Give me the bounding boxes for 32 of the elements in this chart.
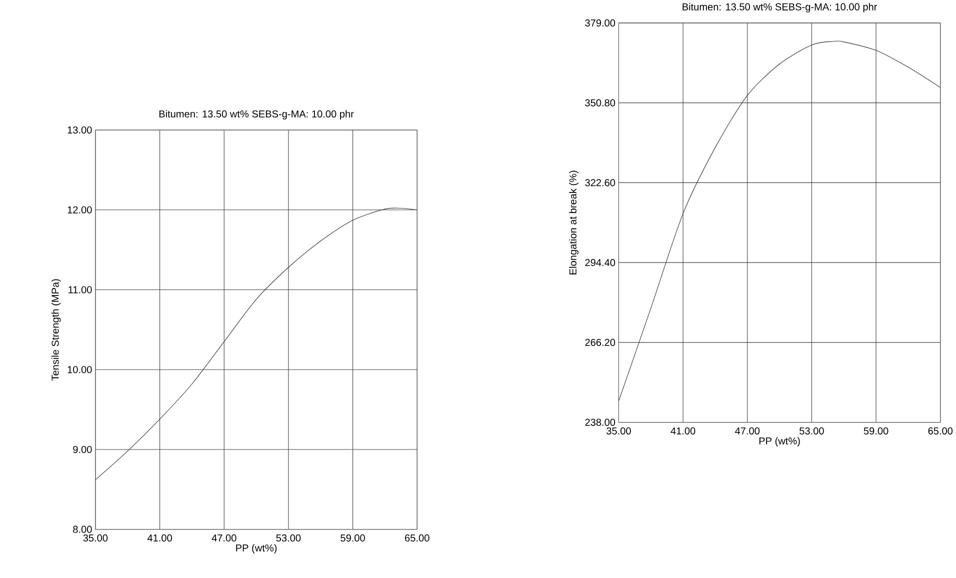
x-tick-label: 53.00 <box>800 427 824 434</box>
line-series <box>618 40 940 402</box>
x-tick-label: 59.00 <box>864 427 888 434</box>
y-tick-label: 238.00 <box>585 418 616 426</box>
y-tick-label: 9.00 <box>73 446 92 454</box>
y-axis-title: Tensile Strength (MPa) <box>51 279 61 381</box>
x-tick-label: 41.00 <box>147 534 172 542</box>
y-tick-label: 11.00 <box>68 286 92 294</box>
x-axis-title: PP (wt%) <box>236 544 277 554</box>
x-tick-label: 59.00 <box>340 534 365 542</box>
line-series <box>95 208 418 480</box>
y-tick-label: 379.00 <box>585 19 616 26</box>
y-tick-label: 294.40 <box>585 258 616 266</box>
chart-title: Bitumen: 13.50 wt% SEBS-g-MA: 10.00 phr <box>682 3 878 12</box>
x-tick-label: 35.00 <box>83 534 108 542</box>
y-tick-label: 322.60 <box>585 179 616 186</box>
x-tick-label: 47.00 <box>735 427 760 434</box>
x-tick-label: 65.00 <box>405 534 430 542</box>
x-tick-label: 35.00 <box>606 427 631 434</box>
x-tick-label: 65.00 <box>928 427 953 434</box>
chart-title: Bitumen: 13.50 wt% SEBS-g-MA: 10.00 phr <box>159 110 354 120</box>
x-tick-label: 47.00 <box>212 534 236 542</box>
x-tick-label: 53.00 <box>276 534 301 542</box>
x-axis-title: PP (wt%) <box>759 437 800 446</box>
y-axis-title: Elongation at break (%) <box>569 170 578 274</box>
y-tick-label: 13.00 <box>68 126 92 134</box>
y-tick-label: 350.80 <box>585 99 616 106</box>
y-tick-label: 8.00 <box>73 526 92 533</box>
x-tick-label: 41.00 <box>670 427 696 434</box>
y-tick-label: 12.00 <box>68 206 92 214</box>
y-tick-label: 10.00 <box>68 366 92 374</box>
y-tick-label: 266.20 <box>585 338 616 346</box>
